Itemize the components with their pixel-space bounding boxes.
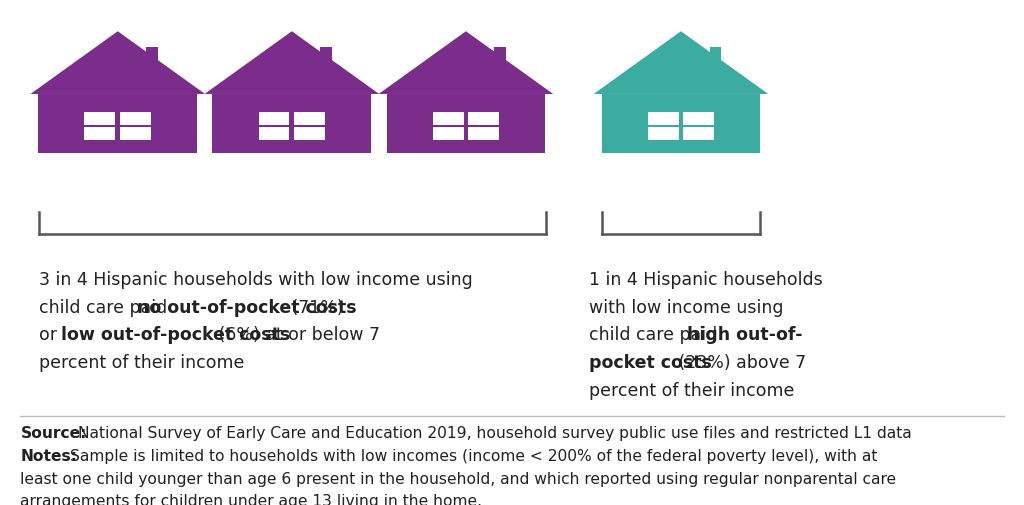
Bar [321,48,333,62]
Text: (71%): (71%) [286,298,343,316]
Text: or: or [39,326,62,344]
Bar [258,113,326,140]
Text: 1 in 4 Hispanic households: 1 in 4 Hispanic households [589,270,822,288]
Bar [647,113,715,140]
Text: with low income using: with low income using [589,298,783,316]
Text: child care paid: child care paid [589,326,723,344]
Bar [679,113,683,140]
Text: 3 in 4 Hispanic households with low income using: 3 in 4 Hispanic households with low inco… [39,270,473,288]
Polygon shape [594,32,768,95]
Bar [464,113,468,140]
Polygon shape [379,32,553,95]
Text: low out-of-pocket costs: low out-of-pocket costs [61,326,291,344]
Bar [258,125,326,128]
Bar [432,113,500,140]
Text: pocket costs: pocket costs [589,354,712,372]
Text: Notes:: Notes: [20,448,78,464]
Bar [495,48,507,62]
Text: (23%) above 7: (23%) above 7 [673,354,806,372]
Bar [290,113,294,140]
Bar [212,95,371,154]
Text: percent of their income: percent of their income [39,354,245,372]
Bar [116,113,120,140]
Bar [84,125,152,128]
Text: no out-of-pocket costs: no out-of-pocket costs [137,298,356,316]
Text: high out-of-: high out-of- [687,326,803,344]
Bar [710,48,722,62]
Polygon shape [31,32,205,95]
Text: least one child younger than age 6 present in the household, and which reported : least one child younger than age 6 prese… [20,471,897,486]
Text: (6%) at or below 7: (6%) at or below 7 [213,326,380,344]
Bar [602,95,760,154]
Bar [146,48,159,62]
Bar [387,95,545,154]
Text: child care paid: child care paid [39,298,173,316]
Bar [432,125,500,128]
Text: Source:: Source: [20,425,87,440]
Bar [39,95,197,154]
Polygon shape [205,32,379,95]
Bar [84,113,152,140]
Text: National Survey of Early Care and Education 2019, household survey public use fi: National Survey of Early Care and Educat… [78,425,911,440]
Text: percent of their income: percent of their income [589,381,795,399]
Text: arrangements for children under age 13 living in the home.: arrangements for children under age 13 l… [20,493,482,505]
Text: Sample is limited to households with low incomes (income < 200% of the federal p: Sample is limited to households with low… [70,448,877,464]
Bar [647,125,715,128]
